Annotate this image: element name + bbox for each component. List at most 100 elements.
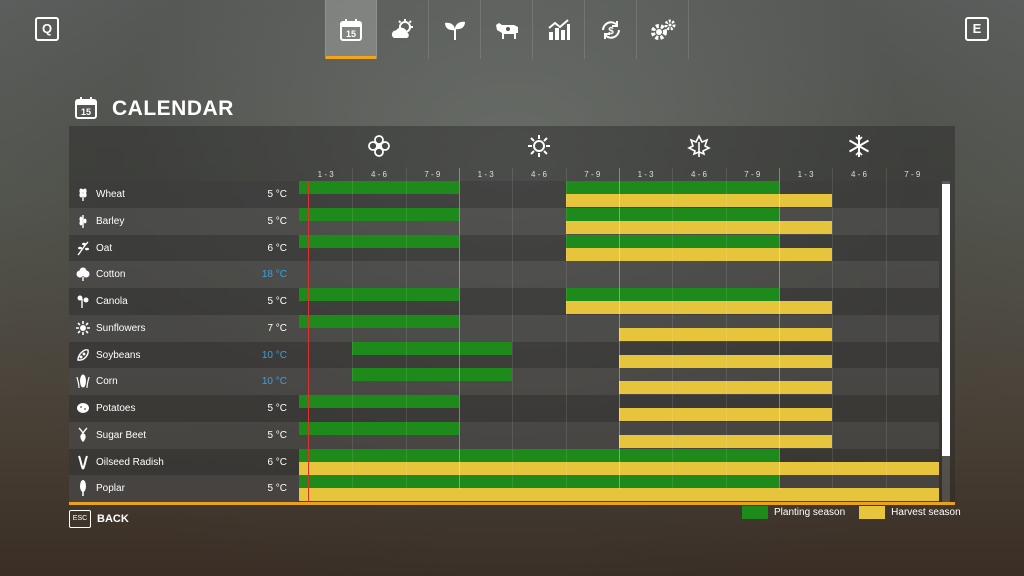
crop-row-barley[interactable]: Barley 5 °C: [69, 207, 939, 235]
crop-name: Oat: [96, 242, 113, 254]
statistics-icon: [547, 18, 570, 40]
crop-name: Corn: [96, 376, 118, 388]
season-bars: [299, 234, 939, 262]
legend: Planting season Harvest season: [742, 506, 961, 519]
barley-icon: [75, 213, 91, 229]
svg-text:$: $: [608, 26, 614, 37]
wheat-icon: [75, 186, 91, 202]
harvest-swatch: [859, 506, 886, 519]
harvest-bar: [299, 461, 939, 475]
crop-min-temperature: 5 °C: [267, 296, 287, 307]
tab-settings[interactable]: [637, 0, 689, 59]
tab-finance[interactable]: $: [585, 0, 637, 59]
season-bars: [299, 421, 939, 449]
planting-swatch: [742, 506, 768, 519]
crop-row-potatoes[interactable]: Potatoes 5 °C: [69, 395, 939, 422]
planting-legend-label: Planting season: [774, 507, 846, 518]
planting-bar: [299, 448, 779, 462]
season-summer: [459, 126, 619, 166]
crop-min-temperature: 5 °C: [267, 215, 287, 227]
back-button[interactable]: ESC BACK: [69, 510, 129, 528]
tab-calendar[interactable]: 15: [325, 0, 377, 59]
potato-icon: [75, 400, 91, 416]
season-bars: [299, 475, 939, 502]
period-label: 4 - 6: [850, 170, 867, 179]
crop-min-temperature: 5 °C: [267, 429, 287, 441]
season-autumn: [619, 126, 779, 166]
crop-min-temperature: 6 °C: [267, 242, 287, 254]
tab-statistics[interactable]: [533, 0, 585, 59]
period-label: 7 - 9: [424, 170, 441, 179]
crop-row-soybeans[interactable]: Soybeans 10 °C: [69, 341, 939, 369]
sunflower-icon: [75, 320, 91, 336]
period-label: 4 - 6: [690, 170, 707, 179]
season-bars: [299, 181, 939, 208]
poplar-icon: [75, 480, 91, 497]
harvest-bar: [619, 381, 833, 395]
calendar-icon: 15: [340, 18, 362, 41]
crop-min-temperature: 10 °C: [261, 349, 287, 361]
crop-row-corn[interactable]: Corn 10 °C: [69, 368, 939, 395]
period-label: 4 - 6: [530, 170, 547, 179]
crop-row-wheat[interactable]: Wheat 5 °C: [69, 181, 939, 208]
next-page-key-button[interactable]: E: [965, 17, 989, 41]
crop-row-cotton[interactable]: Cotton 18 °C: [69, 261, 939, 288]
harvest-bar: [619, 434, 833, 448]
planting-bar: [565, 207, 779, 221]
weather-icon: [391, 18, 413, 38]
period-header: 1 - 3 4 - 6 7 - 9 1 - 3 4 - 6 7 - 9 1 - 3 4 - 6…: [299, 168, 939, 181]
period-label: 1 - 3: [797, 170, 814, 179]
svg-text:15: 15: [346, 29, 356, 39]
planting-bar: [299, 288, 459, 301]
crop-name: Cotton: [96, 269, 126, 281]
crop-row-sugar-beet[interactable]: Sugar Beet 5 °C: [69, 421, 939, 449]
crop-list: Wheat 5 °C Barley 5 °C Oat 6 °C Cotton 18 °C Can…: [69, 181, 939, 502]
crop-row-oilseed-radish[interactable]: Oilseed Radish 6 °C: [69, 448, 939, 476]
tab-animals[interactable]: [481, 0, 533, 59]
tab-crops[interactable]: [429, 0, 481, 59]
season-bars: [299, 341, 939, 369]
sprout-icon: [444, 21, 465, 40]
crop-min-temperature: 18 °C: [261, 269, 287, 281]
season-spring: [299, 126, 459, 166]
crop-row-sunflowers[interactable]: Sunflowers 7 °C: [69, 314, 939, 342]
harvest-bar: [619, 327, 833, 341]
planting-bar: [299, 314, 459, 328]
season-bars: [299, 261, 939, 288]
period-label: 1 - 3: [477, 170, 494, 179]
prev-page-key-button[interactable]: Q: [35, 17, 59, 41]
scrollbar-thumb[interactable]: [942, 184, 950, 456]
crop-row-oat[interactable]: Oat 6 °C: [69, 234, 939, 262]
period-label: 7 - 9: [584, 170, 601, 179]
season-bars: [299, 314, 939, 342]
crop-min-temperature: 6 °C: [267, 456, 287, 468]
cotton-icon: [75, 266, 91, 282]
esc-key-icon: ESC: [69, 510, 91, 528]
season-bars: [299, 368, 939, 395]
crop-name: Soybeans: [96, 349, 141, 361]
crop-row-canola[interactable]: Canola 5 °C: [69, 288, 939, 315]
planting-bar: [299, 421, 459, 435]
sugarbeet-icon: [75, 427, 91, 443]
svg-text:15: 15: [81, 107, 91, 117]
scrollbar[interactable]: [942, 181, 950, 502]
finance-icon: $: [601, 20, 620, 39]
sun-icon: [528, 135, 550, 157]
planting-bar: [299, 181, 459, 194]
season-bars: [299, 448, 939, 476]
crop-name: Poplar: [96, 483, 125, 495]
period-label: 4 - 6: [370, 170, 387, 179]
planting-bar: [299, 207, 459, 221]
tab-weather[interactable]: [377, 0, 429, 59]
canola-icon: [75, 293, 91, 309]
crop-row-poplar[interactable]: Poplar 5 °C: [69, 475, 939, 502]
flower-icon: [368, 135, 390, 157]
corn-icon: [75, 373, 91, 389]
soybean-icon: [75, 347, 91, 363]
planting-bar: [299, 395, 459, 408]
period-label: 7 - 9: [744, 170, 761, 179]
crop-min-temperature: 10 °C: [261, 376, 287, 388]
back-label: BACK: [97, 513, 129, 525]
season-winter: [779, 126, 939, 166]
harvest-bar: [299, 488, 939, 502]
